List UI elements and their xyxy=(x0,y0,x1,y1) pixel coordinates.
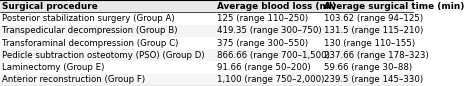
Text: Surgical procedure: Surgical procedure xyxy=(2,2,98,11)
Text: 239.5 (range 145–330): 239.5 (range 145–330) xyxy=(324,75,423,84)
Text: 125 (range 110–250): 125 (range 110–250) xyxy=(217,14,308,23)
Bar xyxy=(0,74,412,86)
Bar xyxy=(0,0,412,12)
Text: Anterior reconstruction (Group F): Anterior reconstruction (Group F) xyxy=(2,75,145,84)
Bar xyxy=(0,37,412,49)
Text: 419.35 (range 300–750): 419.35 (range 300–750) xyxy=(217,26,321,35)
Text: Pedicle subtraction osteotomy (PSO) (Group D): Pedicle subtraction osteotomy (PSO) (Gro… xyxy=(2,51,205,60)
Text: Transforaminal decompression (Group C): Transforaminal decompression (Group C) xyxy=(2,39,178,47)
Text: 375 (range 300–550): 375 (range 300–550) xyxy=(217,39,308,47)
Text: Transpedicular decompression (Group B): Transpedicular decompression (Group B) xyxy=(2,26,178,35)
Bar xyxy=(0,49,412,61)
Text: 130 (range 110–155): 130 (range 110–155) xyxy=(324,39,415,47)
Text: Average blood loss (ml): Average blood loss (ml) xyxy=(217,2,336,11)
Bar xyxy=(0,25,412,37)
Text: 103.62 (range 94–125): 103.62 (range 94–125) xyxy=(324,14,423,23)
Text: Posterior stabilization surgery (Group A): Posterior stabilization surgery (Group A… xyxy=(2,14,175,23)
Text: 59.66 (range 30–88): 59.66 (range 30–88) xyxy=(324,63,412,72)
Text: Laminectomy (Group E): Laminectomy (Group E) xyxy=(2,63,104,72)
Text: 131.5 (range 115–210): 131.5 (range 115–210) xyxy=(324,26,423,35)
Text: 866.66 (range 700–1,500): 866.66 (range 700–1,500) xyxy=(217,51,329,60)
Text: 1,100 (range 750–2,000): 1,100 (range 750–2,000) xyxy=(217,75,324,84)
Bar xyxy=(0,61,412,74)
Text: 91.66 (range 50–200): 91.66 (range 50–200) xyxy=(217,63,310,72)
Bar xyxy=(0,12,412,25)
Text: 237.66 (range 178–323): 237.66 (range 178–323) xyxy=(324,51,428,60)
Text: Average surgical time (min): Average surgical time (min) xyxy=(324,2,464,11)
